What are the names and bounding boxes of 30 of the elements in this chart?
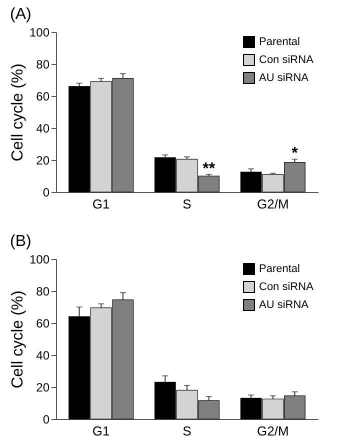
y-tick-label: 60 bbox=[36, 316, 50, 330]
x-tick-label: G2/M bbox=[257, 196, 289, 212]
chart-title: (A) bbox=[10, 6, 32, 23]
y-tick-label: 20 bbox=[36, 154, 50, 168]
y-tick-label: 100 bbox=[29, 252, 50, 266]
y-axis-title: Cell cycle (%) bbox=[9, 64, 26, 162]
legend-label: Parental bbox=[259, 263, 300, 275]
legend-label: Con siRNA bbox=[259, 281, 314, 293]
y-tick-label: 0 bbox=[42, 412, 50, 426]
legend-label: AU siRNA bbox=[259, 72, 310, 84]
x-tick-label: S bbox=[182, 424, 192, 438]
y-tick-label: 60 bbox=[36, 90, 50, 104]
x-tick-label: G1 bbox=[92, 424, 110, 438]
legend-label: Con siRNA bbox=[259, 54, 314, 66]
x-tick-label: G2/M bbox=[257, 424, 289, 438]
y-tick-label: 80 bbox=[36, 58, 50, 72]
legend-label: AU siRNA bbox=[259, 299, 310, 311]
chart-title: (B) bbox=[10, 233, 32, 250]
annotation: ** bbox=[202, 160, 216, 178]
x-tick-label: G1 bbox=[92, 196, 110, 212]
y-tick-label: 0 bbox=[42, 186, 50, 200]
x-tick-label: S bbox=[182, 196, 192, 212]
legend-label: Parental bbox=[259, 36, 300, 48]
y-tick-label: 100 bbox=[29, 26, 50, 40]
y-tick-label: 80 bbox=[36, 284, 50, 298]
annotation: * bbox=[292, 145, 299, 162]
y-axis-title: Cell cycle (%) bbox=[9, 290, 26, 388]
y-tick-label: 40 bbox=[36, 348, 50, 362]
y-tick-label: 20 bbox=[36, 380, 50, 394]
y-tick-label: 40 bbox=[36, 122, 50, 136]
